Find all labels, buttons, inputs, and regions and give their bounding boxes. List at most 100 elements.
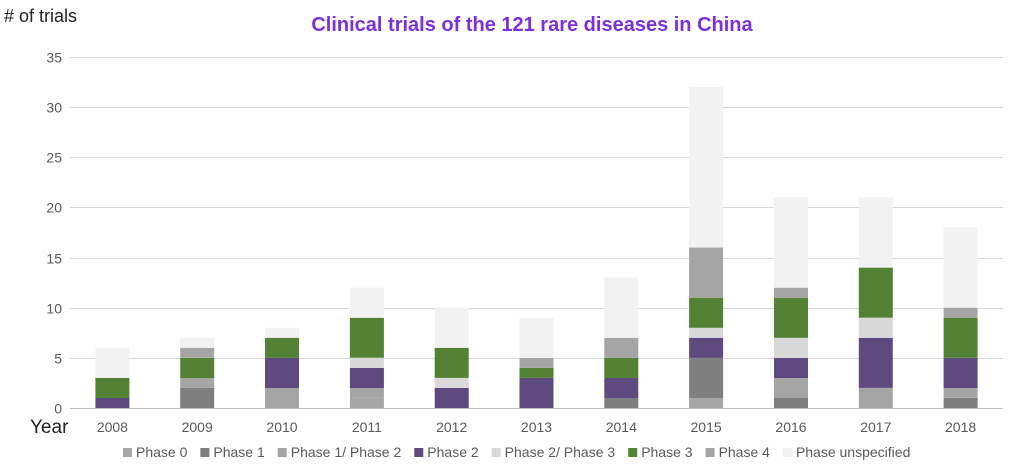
y-axis-label: # of trials <box>4 6 77 26</box>
y-axis-ticks: 0 5 10 15 20 25 30 35 <box>46 50 62 417</box>
bar-segment <box>519 317 554 358</box>
y-tick-label: 20 <box>46 200 62 216</box>
bar-segment <box>434 347 469 378</box>
x-tick-label: 2014 <box>606 419 637 435</box>
bar-segment <box>180 387 215 408</box>
legend-swatch <box>782 448 792 457</box>
bar-segment <box>434 307 469 348</box>
bar-segment <box>689 398 724 408</box>
y-tick-label: 15 <box>46 251 62 267</box>
legend-swatch <box>123 448 132 457</box>
bar-segment <box>774 287 808 298</box>
legend-swatch <box>200 448 210 457</box>
bar-segment <box>519 357 554 368</box>
x-tick-label: 2018 <box>945 419 976 435</box>
bar-segment <box>943 307 978 318</box>
bar-segment <box>689 357 724 398</box>
bars <box>95 87 978 408</box>
bar-segment <box>858 387 893 408</box>
bar-segment <box>95 347 130 378</box>
bar-segment <box>95 377 130 398</box>
bar-segment <box>604 398 639 408</box>
bar-segment <box>858 337 893 388</box>
bar-segment <box>689 297 724 328</box>
chart-title: Clinical trials of the 121 rare diseases… <box>311 14 753 36</box>
y-tick-label: 10 <box>46 301 62 317</box>
bar-segment <box>943 317 978 358</box>
bar-segment <box>180 347 215 358</box>
x-axis-label: Year <box>30 417 69 438</box>
bar-segment <box>604 277 639 338</box>
bar-segment <box>774 197 808 288</box>
legend-swatch <box>705 448 715 457</box>
y-tick-label: 35 <box>46 50 62 66</box>
x-tick-label: 2010 <box>266 419 297 435</box>
legend-label: Phase 0 <box>136 444 188 460</box>
y-tick-label: 25 <box>46 150 62 166</box>
bar-segment <box>519 367 554 378</box>
legend-label: Phase unspecified <box>796 444 910 460</box>
bar-segment <box>434 377 469 388</box>
bar-segment <box>774 337 808 358</box>
x-tick-label: 2017 <box>860 419 891 435</box>
bar-segment <box>943 398 978 408</box>
x-tick-label: 2012 <box>436 419 467 435</box>
bar-segment <box>265 357 299 388</box>
legend-label: Phase 3 <box>641 444 693 460</box>
legend-swatch <box>628 448 638 457</box>
bar-segment <box>434 387 469 408</box>
bar-segment <box>689 247 724 298</box>
legend-label: Phase 2 <box>427 444 479 460</box>
bar-segment <box>689 337 724 358</box>
bar-segment <box>774 398 808 408</box>
legend-swatch <box>277 448 287 457</box>
y-tick-label: 5 <box>54 351 62 367</box>
bar-segment <box>349 357 384 368</box>
bar-segment <box>265 337 299 358</box>
bar-segment <box>265 387 299 408</box>
bar-segment <box>689 87 724 248</box>
bar-segment <box>774 297 808 338</box>
x-tick-label: 2013 <box>521 419 552 435</box>
legend-label: Phase 1/ Phase 2 <box>291 444 402 460</box>
legend: Phase 0 Phase 1 Phase 1/ Phase 2 Phase 2 Pha… <box>123 444 910 460</box>
x-axis-ticks: 2008 2009 2010 2011 2012 2013 2014 2015 2016 2017… <box>97 419 977 435</box>
bar-segment <box>180 377 215 388</box>
x-tick-label: 2011 <box>352 419 382 435</box>
y-tick-label: 0 <box>54 401 62 417</box>
bar-segment <box>858 267 893 318</box>
x-tick-label: 2015 <box>691 419 722 435</box>
bar-segment <box>858 197 893 268</box>
y-tick-label: 30 <box>46 100 62 116</box>
legend-swatch <box>491 448 501 457</box>
bar-segment <box>265 327 299 338</box>
bar-segment <box>604 357 639 378</box>
legend-swatch <box>414 448 424 457</box>
x-tick-label: 2008 <box>97 419 128 435</box>
bar-segment <box>774 357 808 378</box>
bar-segment <box>180 357 215 378</box>
bar-segment <box>943 387 978 398</box>
legend-label: Phase 1 <box>213 444 265 460</box>
gridlines <box>70 57 1003 359</box>
x-tick-label: 2016 <box>775 419 806 435</box>
bar-segment <box>604 337 639 358</box>
bar-segment <box>349 387 384 398</box>
x-tick-label: 2009 <box>182 419 213 435</box>
bar-segment <box>689 327 724 338</box>
bar-segment <box>519 377 554 408</box>
bar-segment <box>349 287 384 318</box>
bar-segment <box>943 357 978 388</box>
bar-segment <box>349 398 384 408</box>
bar-segment <box>774 377 808 398</box>
bar-segment <box>349 367 384 388</box>
bar-segment <box>180 337 215 348</box>
bar-segment <box>604 377 639 398</box>
legend-label: Phase 2/ Phase 3 <box>505 444 616 460</box>
bar-segment <box>943 227 978 308</box>
legend-label: Phase 4 <box>719 444 771 460</box>
bar-segment <box>858 317 893 338</box>
bar-segment <box>95 398 130 408</box>
bar-segment <box>349 317 384 358</box>
